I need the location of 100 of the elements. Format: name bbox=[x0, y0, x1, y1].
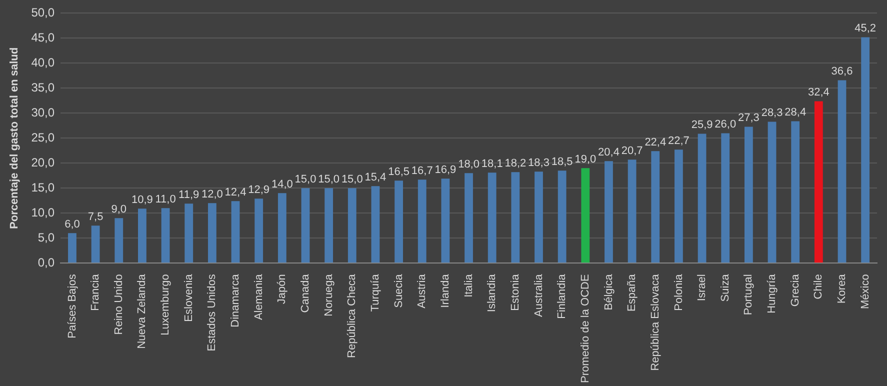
x-tick-label: Luxemburgo bbox=[160, 274, 172, 336]
data-label: 28,4 bbox=[784, 106, 806, 119]
y-tick-label: 45,0 bbox=[31, 30, 55, 45]
bar bbox=[441, 178, 450, 263]
bar bbox=[254, 198, 264, 263]
bar bbox=[651, 151, 660, 263]
bar bbox=[558, 170, 566, 263]
x-tick-label: Japón bbox=[276, 274, 288, 304]
data-label: 32,4 bbox=[808, 86, 830, 99]
x-tick-label: Korea bbox=[836, 273, 848, 304]
x-tick-label: República Checa bbox=[346, 273, 358, 358]
x-tick-label: España bbox=[626, 273, 638, 312]
x-tick-label: Reino Unido bbox=[112, 274, 125, 335]
bar bbox=[208, 203, 216, 263]
x-tick-label: Eslovenia bbox=[182, 273, 195, 322]
bar bbox=[278, 193, 286, 263]
x-tick-label: Suiza bbox=[719, 273, 732, 302]
x-tick-label: Austria bbox=[416, 273, 428, 308]
x-tick-label: Países Bajos bbox=[66, 274, 78, 338]
y-tick-label: 0,0 bbox=[38, 255, 55, 270]
bar bbox=[138, 208, 146, 263]
data-label: 15,0 bbox=[341, 174, 363, 186]
bar bbox=[371, 186, 380, 263]
x-tick-label: Hungría bbox=[766, 273, 778, 314]
x-tick-label: Italia bbox=[462, 273, 475, 298]
bar bbox=[488, 172, 496, 263]
data-label: 14,0 bbox=[271, 178, 293, 191]
data-label: 25,9 bbox=[691, 119, 713, 132]
x-tick-label: Francia bbox=[90, 273, 102, 311]
x-tick-label: Promedio de la OCDE bbox=[579, 274, 592, 384]
data-label: 12,0 bbox=[201, 188, 223, 201]
bar bbox=[394, 180, 403, 263]
x-tick-label: Finlandia bbox=[556, 273, 568, 319]
bar bbox=[604, 161, 613, 263]
y-tick-label: 25,0 bbox=[31, 130, 55, 144]
bar bbox=[68, 233, 76, 263]
x-tick-label: Irlanda bbox=[439, 273, 452, 308]
x-tick-label: Chile bbox=[812, 274, 825, 300]
data-label: 20,4 bbox=[598, 146, 620, 159]
data-label: 26,0 bbox=[714, 118, 736, 131]
data-label: 22,4 bbox=[644, 136, 666, 149]
data-label: 18,5 bbox=[551, 156, 573, 168]
data-label: 27,3 bbox=[738, 112, 760, 124]
x-tick-label: Dinamarca bbox=[230, 273, 242, 328]
x-tick-label: Noruega bbox=[322, 273, 335, 316]
bar bbox=[301, 188, 310, 263]
bar bbox=[348, 188, 356, 263]
bar bbox=[721, 133, 730, 263]
data-label: 15,4 bbox=[364, 172, 386, 184]
bar bbox=[861, 37, 870, 263]
x-tick-label: Estonia bbox=[509, 273, 522, 311]
x-tick-label: Nueva Zelanda bbox=[136, 273, 148, 349]
bar bbox=[91, 226, 100, 263]
data-label: 20,7 bbox=[621, 145, 643, 158]
bar bbox=[628, 160, 636, 263]
y-tick-label: 30,0 bbox=[31, 106, 55, 120]
x-tick-label: Estados Unidos bbox=[206, 274, 218, 352]
x-tick-label: Australia bbox=[532, 273, 545, 317]
x-tick-label: Suecia bbox=[392, 273, 405, 308]
x-tick-label: Bélgica bbox=[602, 273, 615, 310]
data-label: 6,0 bbox=[64, 218, 80, 231]
data-label: 16,7 bbox=[411, 165, 433, 178]
data-label: 15,0 bbox=[318, 174, 340, 186]
x-tick-label: Israel bbox=[696, 274, 708, 302]
bar bbox=[581, 168, 590, 263]
data-label: 18,1 bbox=[481, 158, 503, 170]
data-label: 11,0 bbox=[155, 194, 176, 206]
x-tick-label: Turquía bbox=[370, 273, 382, 312]
bar bbox=[791, 121, 800, 263]
data-label: 10,9 bbox=[131, 194, 153, 206]
data-label: 18,2 bbox=[504, 158, 526, 170]
x-tick-label: Alemania bbox=[252, 273, 265, 320]
y-tick-label: 15,0 bbox=[31, 180, 55, 194]
bar bbox=[184, 204, 194, 263]
y-tick-label: 50,0 bbox=[31, 6, 55, 20]
y-tick-label: 35,0 bbox=[31, 80, 55, 95]
data-label: 7,5 bbox=[88, 211, 104, 224]
data-label: 22,7 bbox=[668, 135, 690, 148]
bar bbox=[114, 218, 124, 263]
bar bbox=[464, 173, 473, 263]
bar bbox=[534, 172, 543, 263]
x-tick-label: Canada bbox=[300, 273, 312, 313]
y-tick-label: 5,0 bbox=[38, 230, 55, 244]
data-label: 9,0 bbox=[111, 204, 127, 216]
data-label: 18,3 bbox=[528, 157, 550, 170]
bar bbox=[768, 122, 776, 263]
x-tick-label: México bbox=[859, 274, 872, 310]
data-label: 28,3 bbox=[761, 107, 783, 120]
data-label: 11,9 bbox=[178, 189, 200, 202]
x-tick-label: Grecia bbox=[789, 273, 802, 307]
data-label: 12,4 bbox=[224, 186, 246, 199]
y-tick-label: 20,0 bbox=[31, 156, 55, 170]
data-label: 36,6 bbox=[831, 66, 853, 78]
bar bbox=[838, 80, 846, 263]
y-tick-label: 10,0 bbox=[31, 205, 55, 220]
y-axis-title: Porcentaje del gasto total en salud bbox=[8, 47, 21, 229]
bar bbox=[418, 180, 426, 263]
data-label: 16,9 bbox=[434, 164, 456, 176]
bar bbox=[814, 101, 823, 263]
bar bbox=[324, 188, 334, 263]
